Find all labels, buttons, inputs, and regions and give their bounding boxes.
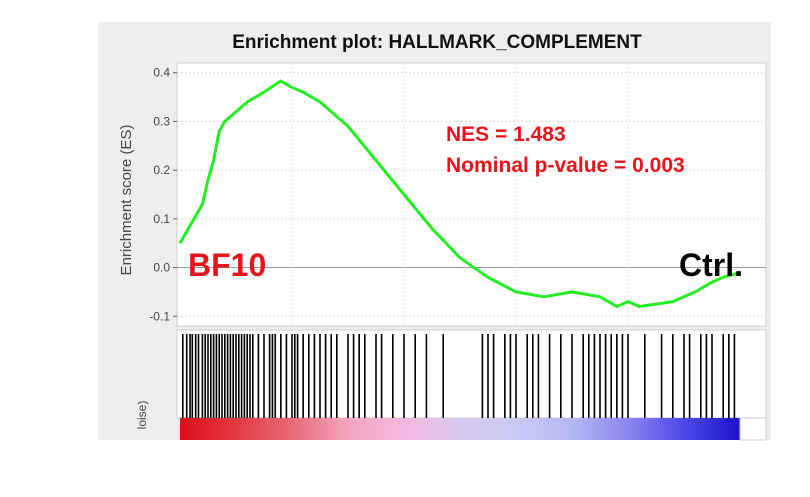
pvalue-annotation: Nominal p-value = 0.003 <box>446 154 685 177</box>
es-plot-area <box>176 62 767 327</box>
y-axis: 0.4 0.3 0.2 0.1 0.0 -0.1 <box>149 66 177 323</box>
hits-panel <box>176 329 767 419</box>
y-tick-label: -0.1 <box>149 309 170 323</box>
y-axis-label: Enrichment score (ES) <box>118 125 135 276</box>
y-tick-label: 0.2 <box>153 163 170 177</box>
ranked-metric-label-fragment: loise) <box>135 401 149 430</box>
y-tick-label: 0.3 <box>153 114 170 128</box>
right-phenotype-label: Ctrl. <box>679 247 743 283</box>
chart-title: Enrichment plot: HALLMARK_COMPLEMENT <box>232 32 642 53</box>
gene-hit-marks <box>182 334 736 418</box>
enrichment-score-line <box>178 79 741 308</box>
left-phenotype-label: BF10 <box>188 247 266 283</box>
nes-annotation: NES = 1.483 <box>446 123 566 146</box>
ranked-list-bar-end <box>739 417 767 441</box>
ranked-list-color-bar <box>180 418 740 440</box>
y-tick-label: 0.1 <box>153 212 170 226</box>
y-tick-label: 0.4 <box>153 66 170 80</box>
y-tick-label: 0.0 <box>153 261 170 275</box>
